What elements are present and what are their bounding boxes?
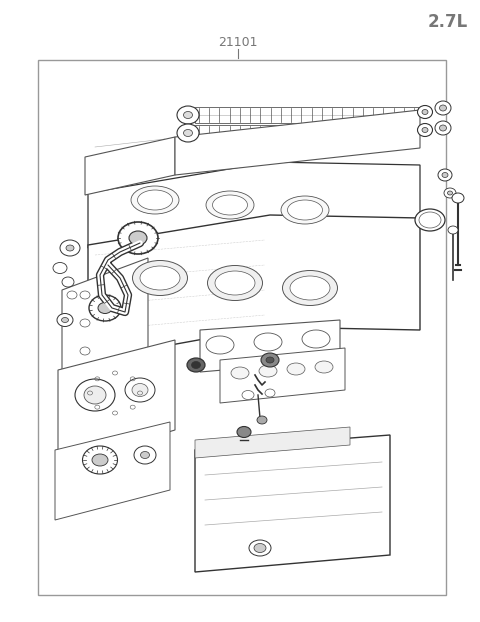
Ellipse shape: [140, 266, 180, 290]
Ellipse shape: [261, 353, 279, 367]
Ellipse shape: [444, 188, 456, 198]
Ellipse shape: [75, 379, 115, 411]
Polygon shape: [175, 110, 420, 175]
Ellipse shape: [448, 226, 458, 234]
Ellipse shape: [207, 266, 263, 300]
Ellipse shape: [438, 169, 452, 181]
Ellipse shape: [315, 361, 333, 373]
Ellipse shape: [183, 111, 192, 119]
Ellipse shape: [440, 105, 446, 111]
Ellipse shape: [435, 121, 451, 135]
Ellipse shape: [288, 200, 323, 220]
Ellipse shape: [254, 333, 282, 351]
Ellipse shape: [266, 357, 274, 363]
Ellipse shape: [141, 452, 149, 458]
Ellipse shape: [283, 271, 337, 305]
Ellipse shape: [60, 240, 80, 256]
Ellipse shape: [281, 196, 329, 224]
Text: 2.7L: 2.7L: [428, 13, 468, 31]
Ellipse shape: [84, 386, 106, 404]
Ellipse shape: [80, 319, 90, 327]
Ellipse shape: [440, 125, 446, 131]
Ellipse shape: [183, 129, 192, 136]
Bar: [38, 60, 446, 595]
Ellipse shape: [137, 190, 172, 210]
Polygon shape: [195, 125, 418, 141]
Polygon shape: [195, 427, 350, 458]
Ellipse shape: [418, 106, 432, 119]
Ellipse shape: [80, 347, 90, 355]
Text: 21101: 21101: [218, 35, 258, 49]
Ellipse shape: [442, 172, 448, 177]
Ellipse shape: [89, 295, 121, 321]
Polygon shape: [88, 215, 420, 360]
Ellipse shape: [134, 446, 156, 464]
Ellipse shape: [187, 358, 205, 372]
Ellipse shape: [206, 191, 254, 219]
Ellipse shape: [231, 367, 249, 379]
Ellipse shape: [177, 106, 199, 124]
Ellipse shape: [290, 276, 330, 300]
Ellipse shape: [132, 261, 188, 295]
Ellipse shape: [447, 191, 453, 195]
Ellipse shape: [422, 128, 428, 132]
Ellipse shape: [92, 454, 108, 466]
Ellipse shape: [435, 101, 451, 115]
Ellipse shape: [419, 212, 441, 228]
Ellipse shape: [452, 193, 464, 203]
Ellipse shape: [422, 109, 428, 114]
Polygon shape: [85, 137, 175, 195]
Ellipse shape: [257, 416, 267, 424]
Ellipse shape: [53, 262, 67, 274]
Ellipse shape: [287, 363, 305, 375]
Ellipse shape: [215, 271, 255, 295]
Ellipse shape: [80, 291, 90, 299]
Polygon shape: [195, 435, 390, 572]
Ellipse shape: [118, 222, 158, 254]
Polygon shape: [220, 348, 345, 403]
Ellipse shape: [98, 302, 112, 313]
Ellipse shape: [242, 391, 254, 399]
Polygon shape: [55, 422, 170, 520]
Ellipse shape: [62, 277, 74, 287]
Ellipse shape: [177, 124, 199, 142]
Ellipse shape: [61, 317, 69, 322]
Ellipse shape: [206, 336, 234, 354]
Ellipse shape: [125, 378, 155, 402]
Ellipse shape: [66, 245, 74, 251]
Ellipse shape: [302, 330, 330, 348]
Polygon shape: [195, 107, 418, 123]
Ellipse shape: [83, 446, 118, 474]
Ellipse shape: [57, 313, 73, 327]
Ellipse shape: [249, 540, 271, 556]
Ellipse shape: [418, 124, 432, 136]
Ellipse shape: [415, 209, 445, 231]
Ellipse shape: [237, 427, 251, 437]
Polygon shape: [88, 162, 420, 248]
Ellipse shape: [213, 195, 248, 215]
Ellipse shape: [254, 544, 266, 552]
Polygon shape: [200, 320, 340, 372]
Ellipse shape: [67, 291, 77, 299]
Ellipse shape: [259, 365, 277, 377]
Ellipse shape: [131, 186, 179, 214]
Ellipse shape: [129, 231, 147, 245]
Ellipse shape: [265, 389, 275, 397]
Polygon shape: [58, 340, 175, 465]
Ellipse shape: [192, 361, 201, 368]
Ellipse shape: [132, 384, 148, 396]
Polygon shape: [62, 258, 148, 385]
